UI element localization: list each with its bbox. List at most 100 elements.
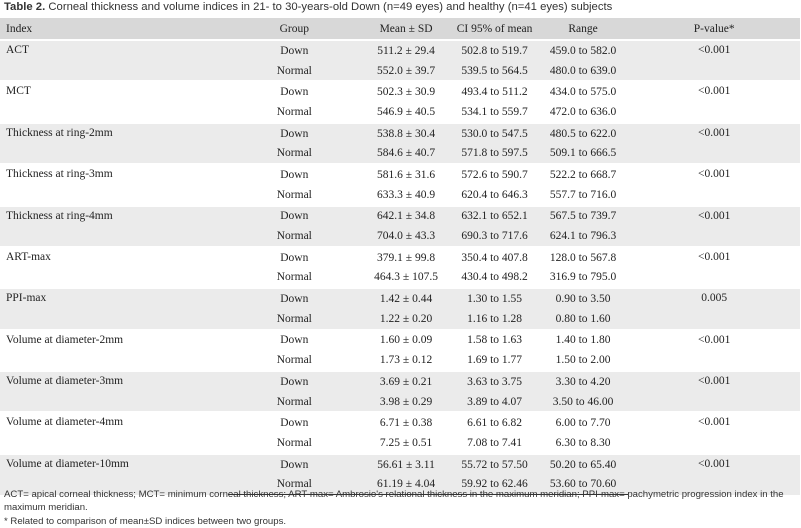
group-cell: Normal <box>276 436 312 449</box>
group-cell: Normal <box>227 391 361 413</box>
ci-cell: 539.5 to 564.5 <box>451 60 538 82</box>
group-cell: Down <box>227 245 361 268</box>
ci-cell: 534.1 to 559.7 <box>461 105 528 118</box>
range-cell: 3.50 to 46.00 <box>537 391 629 413</box>
footnotes: ACT= apical corneal thickness; MCT= mini… <box>4 488 794 528</box>
ci-cell: 530.0 to 547.5 <box>451 121 538 144</box>
table-row: Normal 1.22 ± 0.20 1.16 to 1.28 0.80 to 1.6… <box>0 308 800 330</box>
group-cell: Normal <box>227 474 361 496</box>
p-value-cell: <0.001 <box>628 452 800 495</box>
mean-sd-cell: 3.69 ± 0.21 <box>360 370 452 392</box>
ci-cell: 1.16 to 1.28 <box>451 308 538 330</box>
table-body: ACT Down 511.2 ± 29.4 502.8 to 519.7 459.0 t… <box>0 40 800 496</box>
range-cell: 0.90 to 3.50 <box>537 287 629 309</box>
header-range: Range <box>537 18 629 41</box>
table-row: Volume at diameter-3mm Down 3.69 ± 0.21 3.6… <box>0 369 800 413</box>
range-cell: 624.1 to 796.3 <box>537 226 629 247</box>
p-value-cell: <0.001 <box>628 80 800 123</box>
ci-cell: 350.4 to 407.8 <box>451 245 538 268</box>
table-row: Normal 546.9 ± 40.5 534.1 to 559.7 472.0 to… <box>0 102 800 123</box>
mean-sd-cell: 546.9 ± 40.5 <box>377 105 436 118</box>
mean-sd-cell: 1.60 ± 0.09 <box>360 328 452 351</box>
table-row: Normal 552.0 ± 39.7 539.5 to 564.5 480.0 to… <box>0 60 800 82</box>
group-cell: Normal <box>227 60 361 82</box>
table-row: Normal 704.0 ± 43.3 690.3 to 717.6 624.1 to… <box>0 226 800 247</box>
range-cell: 567.5 to 739.7 <box>537 204 629 227</box>
mean-sd-cell: 7.25 ± 0.51 <box>379 436 433 449</box>
table-label: Table 2. <box>4 1 46 13</box>
range-cell: 1.50 to 2.00 <box>555 354 611 367</box>
table-row: Normal 3.98 ± 0.29 3.89 to 4.07 3.50 to 46.… <box>0 391 800 413</box>
group-cell: Down <box>227 163 361 185</box>
range-cell: 557.7 to 716.0 <box>549 188 617 201</box>
group-cell: Down <box>227 121 361 144</box>
group-cell: Down <box>227 287 361 309</box>
range-cell: 128.0 to 567.8 <box>537 245 629 268</box>
group-cell: Down <box>227 80 361 103</box>
group-cell: Normal <box>276 271 312 284</box>
ci-cell: 3.89 to 4.07 <box>451 391 538 413</box>
table-row: Normal 61.19 ± 4.04 59.92 to 62.46 53.60 to… <box>0 474 800 496</box>
range-cell: 472.0 to 636.0 <box>549 105 617 118</box>
ci-cell: 571.8 to 597.5 <box>451 143 538 165</box>
table-row: Thickness at ring-3mm Down 581.6 ± 31.6 572… <box>0 163 800 206</box>
ci-cell: 1.58 to 1.63 <box>451 328 538 351</box>
range-cell: 459.0 to 582.0 <box>537 40 629 61</box>
mean-sd-cell: 1.73 ± 0.12 <box>379 354 433 367</box>
mean-sd-cell: 464.3 ± 107.5 <box>374 271 438 284</box>
group-cell: Down <box>227 411 361 434</box>
mean-sd-cell: 1.22 ± 0.20 <box>360 308 452 330</box>
ci-cell: 59.92 to 62.46 <box>451 474 538 496</box>
mean-sd-cell: 56.61 ± 3.11 <box>360 452 452 475</box>
range-cell: 434.0 to 575.0 <box>537 80 629 103</box>
p-value-cell: <0.001 <box>628 40 800 82</box>
table-row: MCT Down 502.3 ± 30.9 493.4 to 511.2 434.0 t… <box>0 80 800 123</box>
index-cell: PPI-max <box>0 287 228 330</box>
range-cell: 53.60 to 70.60 <box>537 474 629 496</box>
mean-sd-cell: 1.42 ± 0.44 <box>360 287 452 309</box>
ci-cell: 430.4 to 498.2 <box>461 271 528 284</box>
table-row: Normal 633.3 ± 40.9 620.4 to 646.3 557.7 to… <box>0 185 800 206</box>
table-row: Normal 7.25 ± 0.51 7.08 to 7.41 6.30 to 8.3… <box>0 433 800 454</box>
range-cell: 522.2 to 668.7 <box>537 163 629 185</box>
table-row: Volume at diameter-10mm Down 56.61 ± 3.11 5… <box>0 452 800 495</box>
mean-sd-cell: 502.3 ± 30.9 <box>360 80 452 103</box>
mean-sd-cell: 704.0 ± 43.3 <box>360 226 452 247</box>
p-value-cell: <0.001 <box>628 369 800 413</box>
index-cell: Volume at diameter-2mm <box>0 328 228 371</box>
ci-cell: 572.6 to 590.7 <box>451 163 538 185</box>
index-cell: Thickness at ring-2mm <box>0 121 228 165</box>
range-cell: 6.00 to 7.70 <box>537 411 629 434</box>
range-cell: 3.30 to 4.20 <box>537 370 629 392</box>
mean-sd-cell: 61.19 ± 4.04 <box>360 474 452 496</box>
group-cell: Down <box>227 204 361 227</box>
range-cell: 6.30 to 8.30 <box>555 436 611 449</box>
ci-cell: 1.30 to 1.55 <box>451 287 538 309</box>
header-p-value: P-value* <box>628 18 800 41</box>
table-row: PPI-max Down 1.42 ± 0.44 1.30 to 1.55 0.90 t… <box>0 287 800 330</box>
ci-cell: 3.63 to 3.75 <box>451 370 538 392</box>
table-row: Normal 584.6 ± 40.7 571.8 to 597.5 509.1 to… <box>0 143 800 165</box>
mean-sd-cell: 511.2 ± 29.4 <box>360 40 452 61</box>
index-cell: Volume at diameter-4mm <box>0 411 228 454</box>
p-value-cell: <0.001 <box>628 411 800 454</box>
data-table: Index Group Mean ± SD CI 95% of mean Ran… <box>0 18 800 496</box>
header-ci: CI 95% of mean <box>451 18 538 41</box>
p-value-cell: <0.001 <box>628 245 800 289</box>
index-cell: MCT <box>0 80 228 123</box>
range-cell: 480.5 to 622.0 <box>537 121 629 144</box>
index-cell: ART-max <box>0 245 228 289</box>
mean-sd-cell: 584.6 ± 40.7 <box>360 143 452 165</box>
table-row: ART-max Down 379.1 ± 99.8 350.4 to 407.8 128… <box>0 245 800 289</box>
group-cell: Down <box>227 452 361 475</box>
p-value-cell: <0.001 <box>628 328 800 371</box>
range-cell: 50.20 to 65.40 <box>537 452 629 475</box>
ci-cell: 690.3 to 717.6 <box>451 226 538 247</box>
group-cell: Normal <box>227 143 361 165</box>
p-value-cell: <0.001 <box>628 121 800 165</box>
group-cell: Normal <box>276 105 312 118</box>
ci-cell: 502.8 to 519.7 <box>451 40 538 61</box>
group-cell: Down <box>227 40 361 61</box>
abbreviations-note: ACT= apical corneal thickness; MCT= mini… <box>4 489 784 513</box>
index-cell: Volume at diameter-10mm <box>0 452 228 495</box>
